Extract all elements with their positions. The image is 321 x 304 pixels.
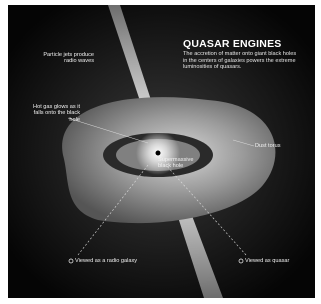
subtitle: The accretion of matter onto giant black… — [183, 51, 301, 71]
label: Viewed as quasar — [245, 258, 305, 264]
title: QUASAR ENGINES — [183, 38, 281, 50]
label: Hot gas glows as it falls onto the black… — [22, 104, 80, 123]
black-hole — [156, 151, 161, 156]
label: Supermassive black hole — [158, 157, 198, 170]
label: Particle jets produce radio waves — [34, 52, 94, 65]
label: Viewed as a radio galaxy — [75, 258, 165, 264]
label: Dust torus — [255, 143, 305, 149]
page: {"header": {"title": "QUASAR ENGINES", "… — [0, 0, 321, 304]
